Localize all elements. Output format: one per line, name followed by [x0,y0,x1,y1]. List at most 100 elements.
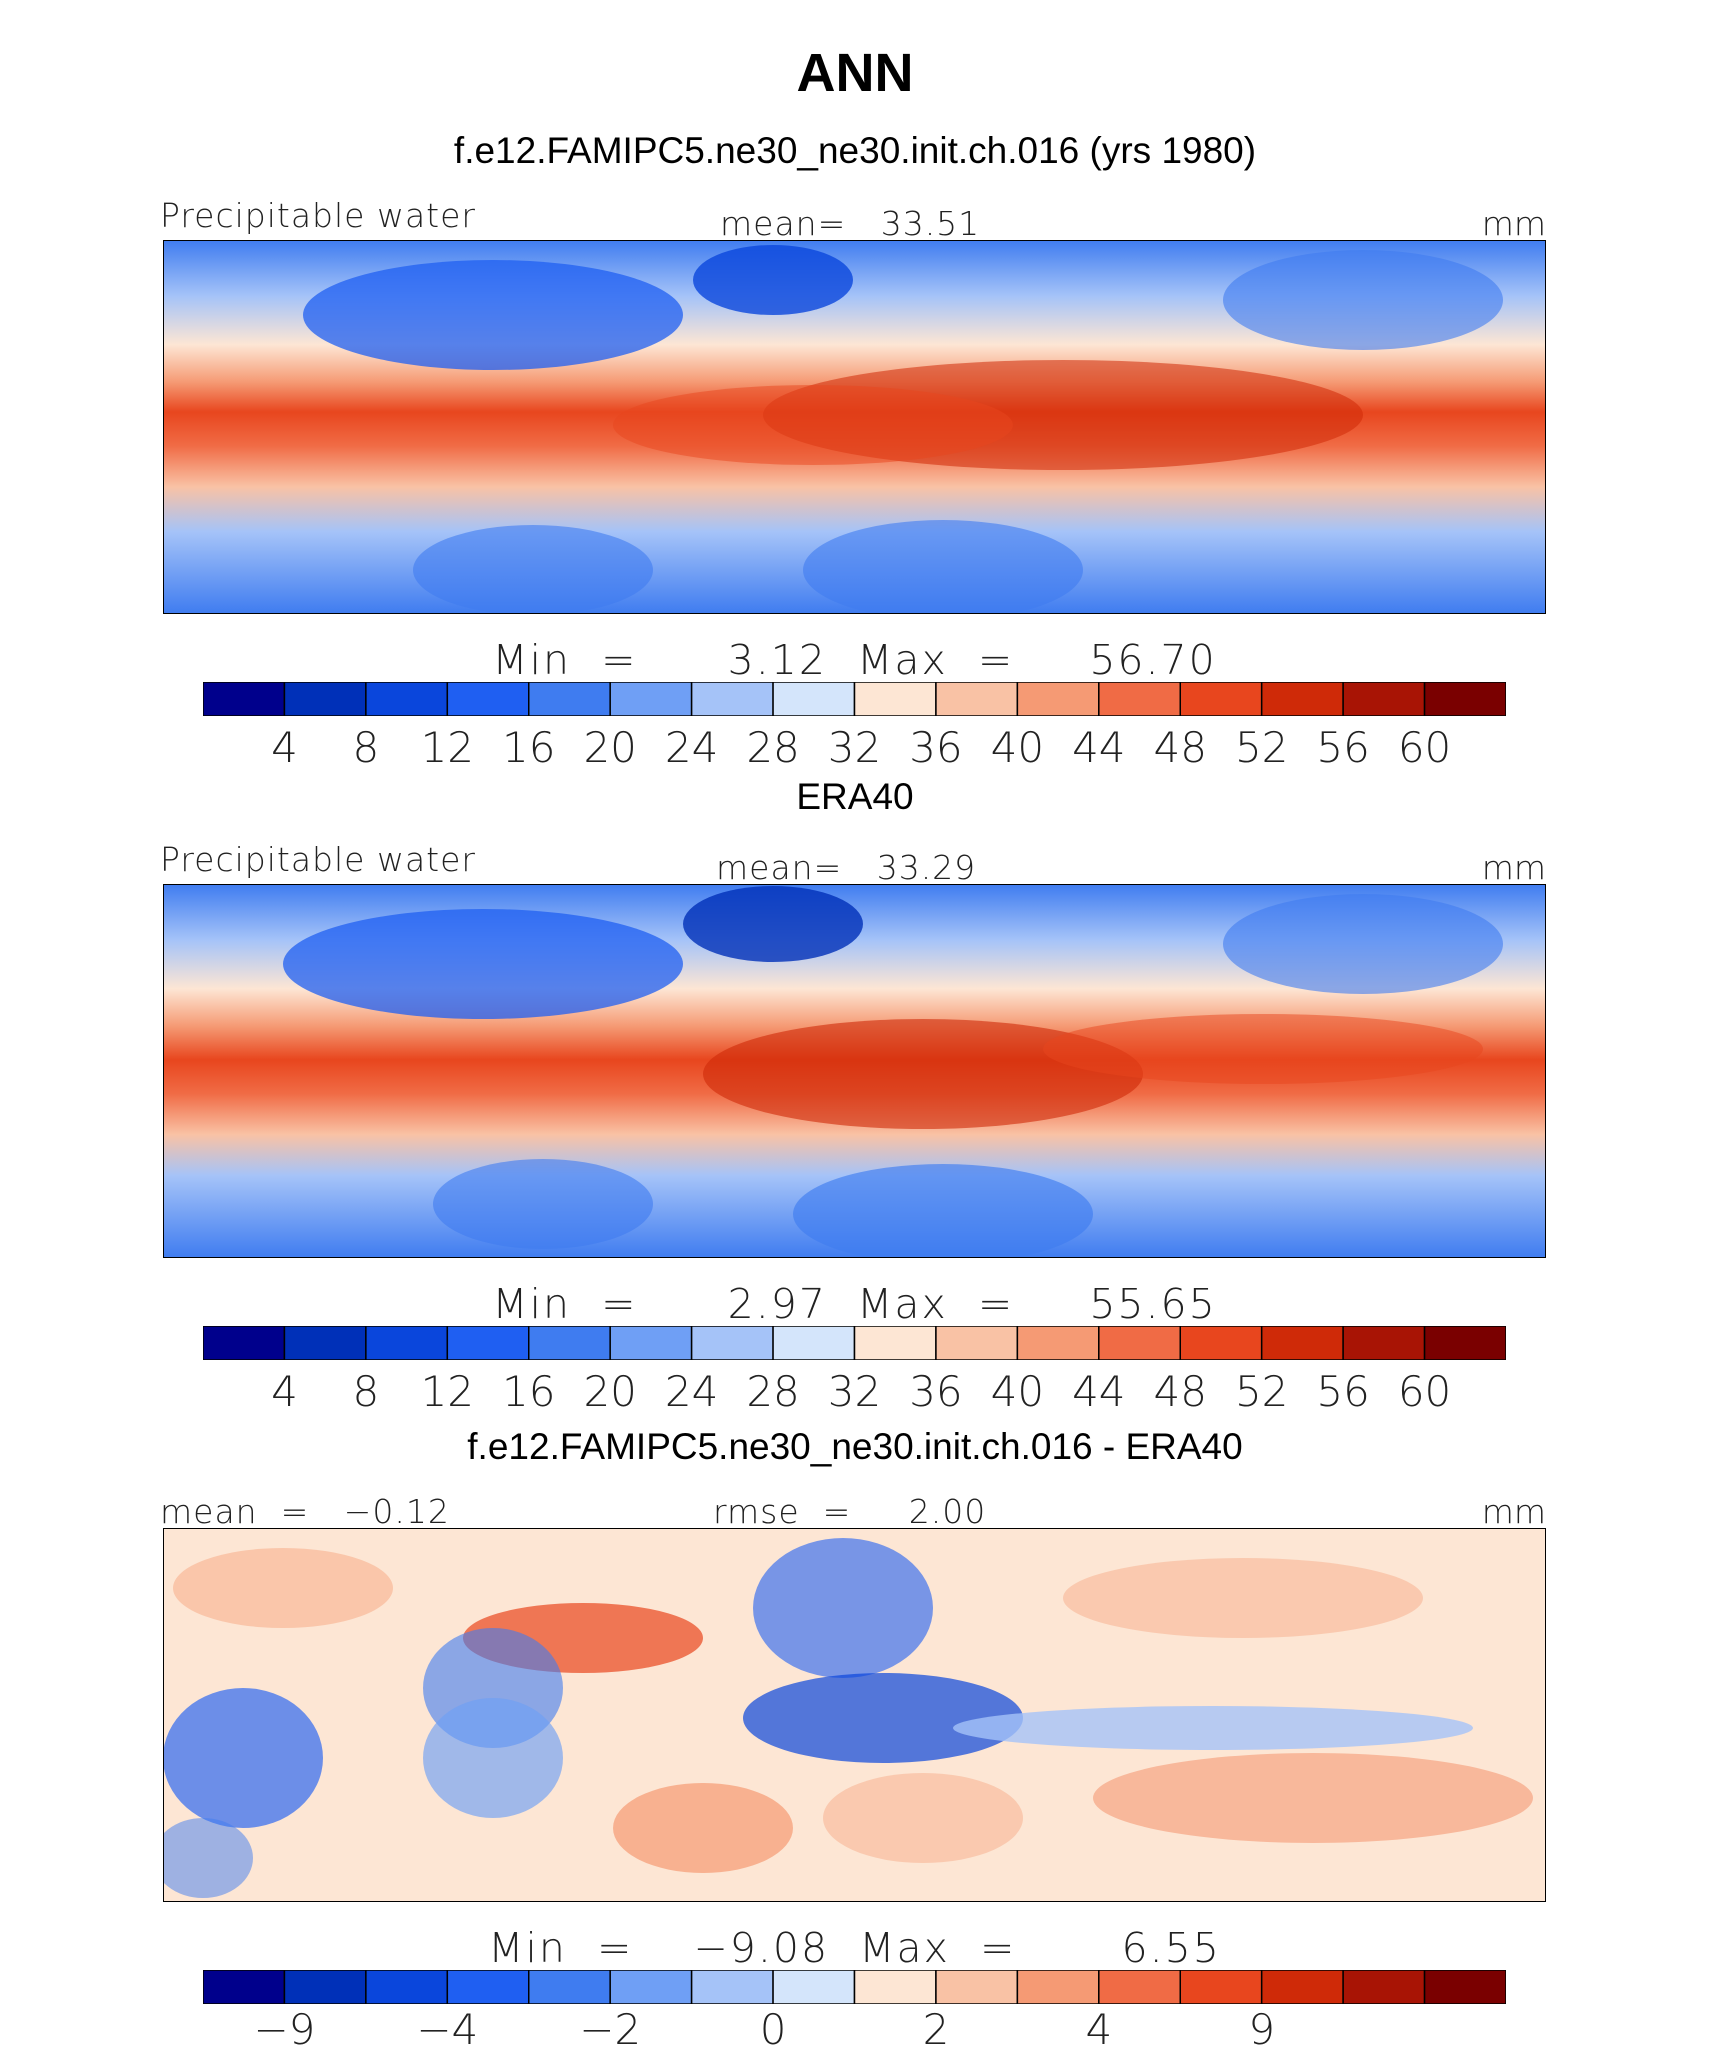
colorbar-swatch [446,1970,530,2004]
colorbar-tick-label: 9 [1248,2005,1275,2050]
colorbar-tick-label: 56 [1316,1367,1369,1412]
colorbar-tick-label: 32 [828,723,881,768]
colorbar-swatch [528,682,611,716]
colorbar-swatch [1179,682,1263,716]
colorbar-swatch [853,1326,937,1360]
colorbar-tick-label: 8 [353,1367,380,1412]
colorbar-swatch [772,1970,856,2004]
colorbar-swatch [446,682,530,716]
panel-1-colorbar [203,682,1506,716]
colorbar-swatch [1342,682,1426,716]
colorbar-tick-label: 48 [1154,723,1207,768]
colorbar-swatch [1098,1326,1181,1360]
colorbar-swatch [1179,1326,1263,1360]
colorbar-tick-label: 16 [502,1367,555,1412]
colorbar-tick-label: 24 [665,723,718,768]
colorbar-tick-label: 60 [1398,723,1451,768]
colorbar-tick-label: 4 [271,1367,298,1412]
colorbar-swatch [1260,1326,1344,1360]
colorbar-swatch [528,1970,611,2004]
colorbar-tick-label: 36 [909,1367,962,1412]
colorbar-swatch [1423,1970,1506,2004]
colorbar-tick-label: 40 [991,723,1044,768]
colorbar-swatch [772,682,856,716]
colorbar-swatch [1423,682,1506,716]
colorbar-swatch [365,682,449,716]
colorbar-swatch [609,1326,693,1360]
colorbar-tick-label: 12 [421,1367,474,1412]
colorbar-swatch [935,682,1019,716]
colorbar-swatch [528,1326,611,1360]
colorbar-tick-label: 32 [828,1367,881,1412]
panel-1-mean: mean= 33.51 [720,204,981,243]
colorbar-swatch [1016,682,1100,716]
panel-2-units: mm [1481,848,1546,887]
colorbar-swatch [1179,1970,1263,2004]
colorbar-swatch [1423,1326,1506,1360]
panel-2-min-max: Min = 2.97 Max = 55.65 [492,1280,1217,1328]
colorbar-swatch [203,1970,286,2004]
panel-3-units: mm [1481,1492,1546,1531]
panel-3-map [163,1528,1546,1902]
panel-3-rmse: rmse = 2.00 [713,1492,987,1531]
colorbar-swatch [365,1326,449,1360]
colorbar-swatch [1098,1970,1181,2004]
colorbar-tick-label: 16 [502,723,555,768]
colorbar-tick-label: 40 [991,1367,1044,1412]
panel-2-mean: mean= 33.29 [716,848,977,887]
colorbar-tick-label: 4 [271,723,298,768]
panel-1-variable-label: Precipitable water [160,196,476,235]
colorbar-swatch [203,1326,286,1360]
colorbar-swatch [446,1326,530,1360]
colorbar-swatch [203,682,286,716]
colorbar-swatch [283,682,367,716]
colorbar-swatch [690,1970,774,2004]
panel-2-title: ERA40 [796,776,914,817]
colorbar-swatch [1342,1326,1426,1360]
colorbar-swatch [772,1326,856,1360]
colorbar-tick-label: 0 [760,2005,787,2050]
colorbar-tick-label: 52 [1235,1367,1288,1412]
colorbar-tick-label: 56 [1316,723,1369,768]
colorbar-tick-label: 8 [353,723,380,768]
colorbar-tick-label: 20 [583,723,636,768]
panel-1-map [163,240,1546,614]
colorbar-swatch [283,1970,367,2004]
colorbar-tick-label: −9 [253,2005,315,2050]
colorbar-swatch [853,1970,937,2004]
panel-3-colorbar-ticks: −9 −4 −2 0 2 4 9 [253,2005,1275,2050]
colorbar-tick-label: 20 [583,1367,636,1412]
colorbar-swatch [1342,1970,1426,2004]
figure-title: ANN [796,43,914,103]
colorbar-tick-label: 28 [746,723,799,768]
panel-1-units: mm [1481,204,1546,243]
panel-3-min-max: Min = −9.08 Max = 6.55 [488,1924,1221,1972]
colorbar-tick-label: 2 [923,2005,950,2050]
colorbar-swatch [935,1326,1019,1360]
colorbar-tick-label: 4 [1085,2005,1112,2050]
colorbar-tick-label: 28 [746,1367,799,1412]
colorbar-tick-label: 60 [1398,1367,1451,1412]
colorbar-swatch [1098,682,1181,716]
colorbar-swatch [1016,1970,1100,2004]
colorbar-swatch [609,682,693,716]
colorbar-tick-label: 24 [665,1367,718,1412]
panel-1-colorbar-ticks: 4 8 12 16 20 24 28 32 36 40 44 48 52 56 60 [271,723,1451,768]
colorbar-tick-label: 12 [421,723,474,768]
colorbar-swatch [1260,682,1344,716]
colorbar-swatch [853,682,937,716]
colorbar-tick-label: 52 [1235,723,1288,768]
colorbar-tick-label: −4 [416,2005,478,2050]
colorbar-swatch [609,1970,693,2004]
colorbar-swatch [1016,1326,1100,1360]
colorbar-swatch [283,1326,367,1360]
colorbar-tick-label: 48 [1154,1367,1207,1412]
panel-3-colorbar [203,1970,1506,2004]
colorbar-swatch [365,1970,449,2004]
colorbar-swatch [690,682,774,716]
panel-1-title: f.e12.FAMIPC5.ne30_ne30.init.ch.016 (yrs… [453,130,1257,171]
colorbar-swatch [935,1970,1019,2004]
panel-1-min-max: Min = 3.12 Max = 56.70 [492,636,1217,684]
colorbar-tick-label: 44 [1072,1367,1125,1412]
panel-2-map [163,884,1546,1258]
